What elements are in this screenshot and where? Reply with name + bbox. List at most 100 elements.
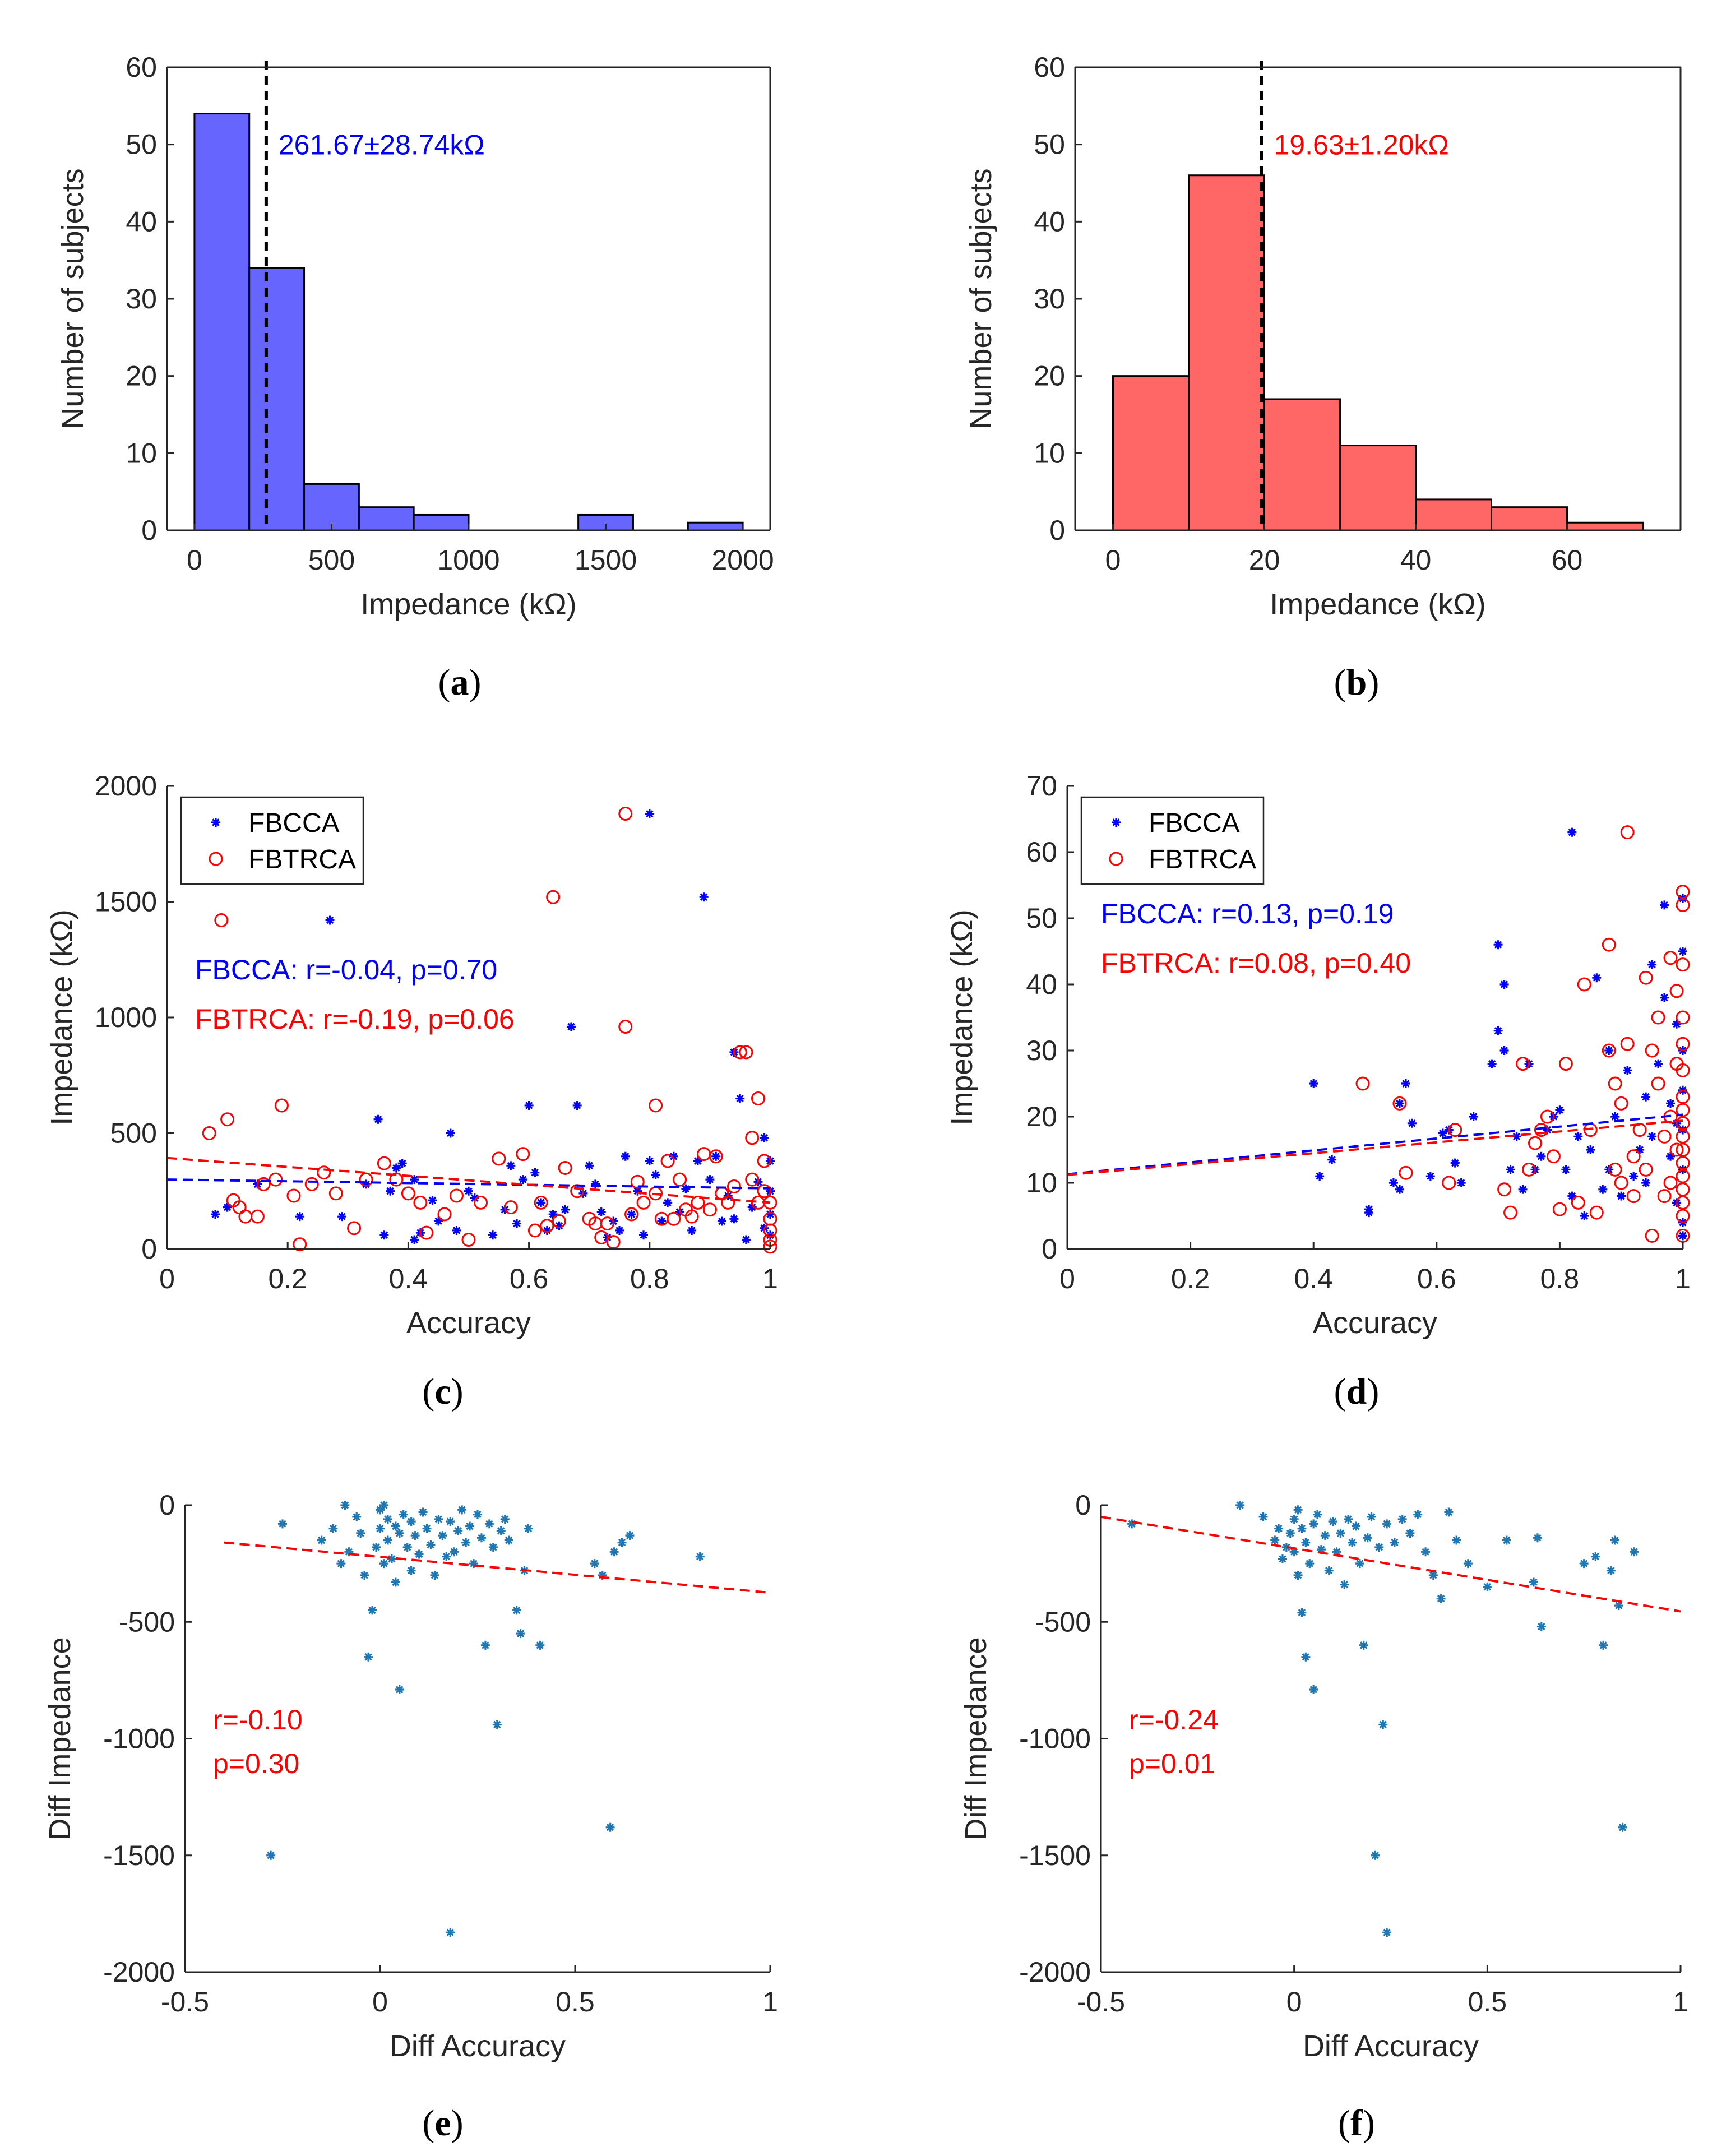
data-point [304,1177,319,1191]
x-tick-label: 0.4 [1294,1263,1333,1294]
x-tick-label: 0.6 [1417,1263,1456,1294]
data-point [1313,1510,1322,1519]
data-point [535,1640,545,1650]
bar-4 [413,513,470,531]
scatter-c: 0 0.2 0.4 0.6 0.8 1 0 500 1000 1500 2000 Accuracy Im… [45,770,778,1340]
data-point [536,1198,546,1207]
data-point [1503,1205,1518,1220]
y-tick-label: 50 [1026,903,1057,934]
data-point [340,1501,350,1510]
data-point [1610,1112,1620,1121]
y-tick-label: 60 [1026,836,1057,868]
data-point [389,1172,404,1187]
data-point [1676,897,1690,912]
data-point [1516,1057,1530,1071]
data-point [1663,1176,1678,1190]
data-point [552,1214,566,1228]
data-point [383,1535,392,1545]
data-point [414,1549,424,1559]
data-point [1371,1850,1380,1860]
data-point [1592,973,1602,983]
data-point [1512,1132,1521,1141]
data-point [1405,1528,1415,1538]
data-point [1320,1531,1330,1540]
data-point [739,1045,753,1060]
data-point [1442,1176,1456,1190]
legend-marker [209,852,223,866]
y-tick-label: 0 [141,515,157,546]
bar-6 [1566,521,1644,531]
data-point [1316,1545,1326,1554]
data-point [391,1163,401,1173]
x-tick-label: 1 [762,1986,778,2018]
data-point [695,1552,705,1561]
data-point [1676,1129,1690,1144]
data-point [1364,1208,1374,1218]
data-point [480,1640,490,1650]
data-point [534,1195,548,1210]
data-point [649,1098,663,1113]
data-point [585,1161,594,1170]
data-point [1591,1552,1600,1561]
data-point [426,1540,436,1549]
data-point [766,1210,775,1219]
y-tick-label: 20 [1026,1101,1057,1132]
y-tick-label: 500 [110,1118,157,1149]
data-point [1127,1519,1137,1529]
y-axis-label: Impedance (kΩ) [45,909,78,1126]
data-point [359,1172,373,1187]
caption-f: (f) [1338,2103,1375,2144]
data-point [1493,940,1503,950]
data-point [278,1519,287,1529]
data-point [1289,1547,1299,1557]
data-point [673,1172,687,1187]
stats-text: p=0.30 [213,1748,299,1779]
data-point [639,1230,649,1240]
data-point [1618,1822,1627,1832]
data-point [422,1524,432,1533]
data-point [684,1209,699,1224]
x-tick-label: 1500 [575,544,637,576]
data-point [397,1159,407,1168]
data-point [428,1196,437,1205]
y-tick-label: 0 [1075,1489,1091,1521]
data-point [1450,1158,1460,1168]
data-point [1533,1533,1542,1543]
data-point [1610,1535,1619,1545]
caption-e: (e) [422,2103,464,2144]
data-point [250,1209,265,1224]
data-point [410,1531,420,1540]
data-point [202,1126,216,1140]
bar-0 [1112,375,1190,531]
data-point [386,1186,395,1196]
data-point [709,1149,723,1164]
data-point [395,1528,404,1538]
bar-1 [248,267,306,531]
bar-0 [193,113,251,531]
data-point [504,1535,513,1545]
data-point [484,1519,494,1529]
y-tick-label: 50 [1034,129,1065,160]
stats-text: p=0.01 [1129,1748,1215,1779]
data-point [590,1559,599,1569]
data-point [660,1154,675,1168]
data-point [220,1112,235,1127]
data-point [1635,1145,1645,1154]
panel-d: 0 0.2 0.4 0.6 0.8 1 0 10 20 30 40 50 60 70 Accuracy Imp… [866,718,1731,1446]
data-point [1258,1512,1268,1521]
fit-line [1100,1515,1681,1613]
data-point [1355,1559,1364,1569]
data-point [449,1188,464,1203]
x-tick-label: 1 [1675,1263,1691,1294]
data-point [1654,1059,1663,1068]
data-point [530,1168,540,1177]
data-point [274,1098,289,1113]
data-point [1407,1118,1417,1128]
x-axis-label: Diff Accuracy [390,2029,566,2063]
x-tick-label: 60 [1552,544,1583,576]
data-point [1558,1057,1573,1071]
y-tick-label: 40 [1026,969,1057,1000]
data-point [1626,1189,1641,1204]
data-point [1639,1162,1653,1177]
